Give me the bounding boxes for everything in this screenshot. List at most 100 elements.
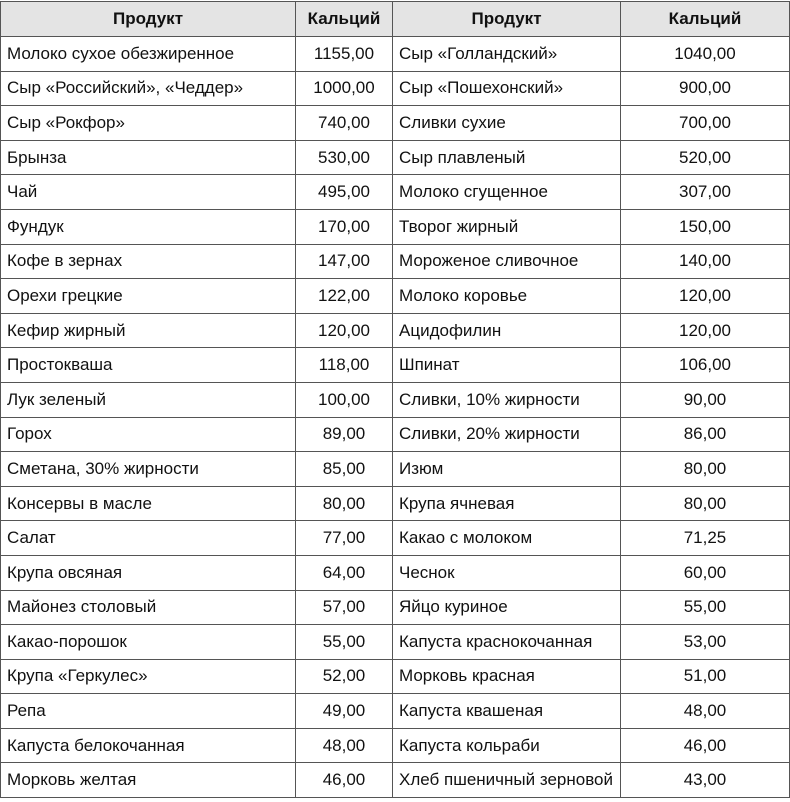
product-cell: Изюм <box>392 451 621 487</box>
calcium-cell: 77,00 <box>295 520 393 556</box>
calcium-cell: 140,00 <box>620 243 790 280</box>
table-row: Лук зеленый 100,00 Сливки, 10% жирности 90,… <box>0 381 790 418</box>
header-row: Продукт Кальций Продукт Кальций <box>0 1 790 37</box>
calcium-cell: 46,00 <box>620 727 790 764</box>
calcium-cell: 170,00 <box>295 208 393 245</box>
product-cell: Салат <box>0 520 296 556</box>
product-cell: Майонез столовый <box>0 589 296 626</box>
table-row: Брынза 530,00 Сыр плавленый 520,00 <box>0 139 790 176</box>
calcium-cell: 900,00 <box>620 70 790 107</box>
product-cell: Молоко сухое обезжиренное <box>0 36 296 72</box>
table-row: Простокваша 118,00 Шпинат 106,00 <box>0 347 790 383</box>
product-cell: Морковь желтая <box>0 762 296 799</box>
product-cell: Молоко сгущенное <box>392 174 621 210</box>
calcium-cell: 80,00 <box>295 485 393 522</box>
calcium-cell: 53,00 <box>620 624 790 660</box>
product-cell: Сливки, 10% жирности <box>392 381 621 418</box>
product-cell: Хлеб пшеничный зерновой <box>392 762 621 799</box>
product-cell: Сметана, 30% жирности <box>0 451 296 487</box>
table-row: Крупа «Геркулес» 52,00 Морковь красная 51,0… <box>0 658 790 695</box>
calcium-cell: 530,00 <box>295 139 393 176</box>
product-cell: Консервы в масле <box>0 485 296 522</box>
product-cell: Яйцо куриное <box>392 589 621 626</box>
table-row: Капуста белокочанная 48,00 Капуста кольраб… <box>0 727 790 764</box>
calcium-cell: 740,00 <box>295 105 393 141</box>
calcium-cell: 120,00 <box>620 312 790 349</box>
product-cell: Какао с молоком <box>392 520 621 556</box>
table-row: Орехи грецкие 122,00 Молоко коровье 120,00 <box>0 278 790 314</box>
product-cell: Капуста кольраби <box>392 727 621 764</box>
header-cell: Продукт <box>392 1 621 37</box>
product-cell: Сливки, 20% жирности <box>392 416 621 453</box>
calcium-cell: 57,00 <box>295 589 393 626</box>
calcium-cell: 60,00 <box>620 554 790 591</box>
product-cell: Капуста белокочанная <box>0 727 296 764</box>
product-cell: Шпинат <box>392 347 621 383</box>
table-row: Чай 495,00 Молоко сгущенное 307,00 <box>0 174 790 210</box>
product-cell: Горох <box>0 416 296 453</box>
header-cell: Кальций <box>295 1 393 37</box>
table-row: Сметана, 30% жирности 85,00 Изюм 80,00 <box>0 451 790 487</box>
table-row: Фундук 170,00 Творог жирный 150,00 <box>0 208 790 245</box>
calcium-cell: 80,00 <box>620 485 790 522</box>
product-cell: Чай <box>0 174 296 210</box>
table-row: Кофе в зернах 147,00 Мороженое сливочное 14… <box>0 243 790 280</box>
calcium-cell: 48,00 <box>295 727 393 764</box>
calcium-cell: 495,00 <box>295 174 393 210</box>
table-row: Крупа овсяная 64,00 Чеснок 60,00 <box>0 554 790 591</box>
product-cell: Ацидофилин <box>392 312 621 349</box>
product-cell: Лук зеленый <box>0 381 296 418</box>
calcium-cell: 700,00 <box>620 105 790 141</box>
calcium-cell: 86,00 <box>620 416 790 453</box>
calcium-cell: 55,00 <box>620 589 790 626</box>
table-row: Репа 49,00 Капуста квашеная 48,00 <box>0 693 790 729</box>
table-row: Сыр «Рокфор» 740,00 Сливки сухие 700,00 <box>0 105 790 141</box>
calcium-cell: 64,00 <box>295 554 393 591</box>
calcium-cell: 106,00 <box>620 347 790 383</box>
calcium-cell: 85,00 <box>295 451 393 487</box>
calcium-cell: 51,00 <box>620 658 790 695</box>
product-cell: Сыр «Российский», «Чеддер» <box>0 70 296 107</box>
header-cell: Продукт <box>0 1 296 37</box>
header-cell: Кальций <box>620 1 790 37</box>
calcium-cell: 49,00 <box>295 693 393 729</box>
product-cell: Творог жирный <box>392 208 621 245</box>
product-cell: Какао-порошок <box>0 624 296 660</box>
table-row: Какао-порошок 55,00 Капуста краснокочанная… <box>0 624 790 660</box>
product-cell: Сливки сухие <box>392 105 621 141</box>
calcium-cell: 1155,00 <box>295 36 393 72</box>
calcium-cell: 80,00 <box>620 451 790 487</box>
calcium-cell: 1040,00 <box>620 36 790 72</box>
product-cell: Крупа «Геркулес» <box>0 658 296 695</box>
calcium-cell: 89,00 <box>295 416 393 453</box>
product-cell: Капуста краснокочанная <box>392 624 621 660</box>
product-cell: Фундук <box>0 208 296 245</box>
table-row: Майонез столовый 57,00 Яйцо куриное 55,00 <box>0 589 790 626</box>
product-cell: Кофе в зернах <box>0 243 296 280</box>
product-cell: Простокваша <box>0 347 296 383</box>
product-cell: Молоко коровье <box>392 278 621 314</box>
product-cell: Сыр плавленый <box>392 139 621 176</box>
product-cell: Сыр «Голландский» <box>392 36 621 72</box>
calcium-cell: 118,00 <box>295 347 393 383</box>
product-cell: Сыр «Рокфор» <box>0 105 296 141</box>
calcium-cell: 43,00 <box>620 762 790 799</box>
product-cell: Крупа ячневая <box>392 485 621 522</box>
calcium-cell: 120,00 <box>295 312 393 349</box>
calcium-cell: 307,00 <box>620 174 790 210</box>
calcium-cell: 520,00 <box>620 139 790 176</box>
product-cell: Крупа овсяная <box>0 554 296 591</box>
calcium-cell: 90,00 <box>620 381 790 418</box>
product-cell: Капуста квашеная <box>392 693 621 729</box>
calcium-cell: 71,25 <box>620 520 790 556</box>
calcium-cell: 46,00 <box>295 762 393 799</box>
product-cell: Сыр «Пошехонский» <box>392 70 621 107</box>
table-row: Кефир жирный 120,00 Ацидофилин 120,00 <box>0 312 790 349</box>
product-cell: Репа <box>0 693 296 729</box>
product-cell: Орехи грецкие <box>0 278 296 314</box>
calcium-cell: 48,00 <box>620 693 790 729</box>
table-row: Горох 89,00 Сливки, 20% жирности 86,00 <box>0 416 790 453</box>
calcium-cell: 100,00 <box>295 381 393 418</box>
calcium-cell: 55,00 <box>295 624 393 660</box>
